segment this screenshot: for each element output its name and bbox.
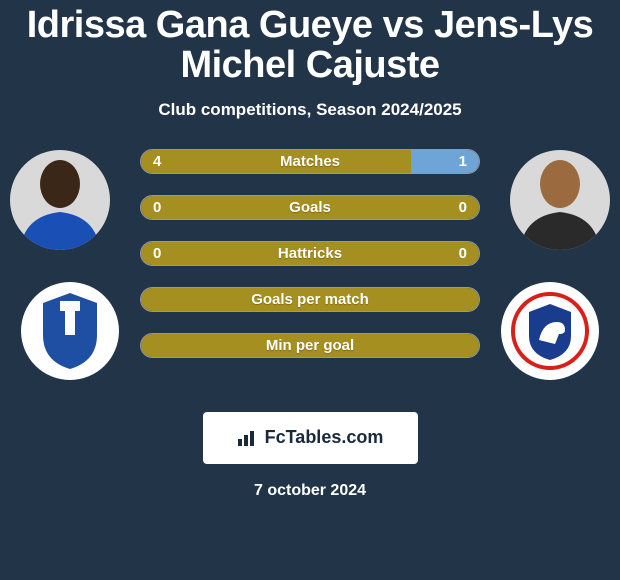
player-right-silhouette — [510, 150, 610, 250]
player-left-avatar — [10, 150, 110, 250]
stat-label: Min per goal — [141, 334, 479, 357]
date-text: 7 october 2024 — [0, 482, 620, 500]
player-right-avatar — [510, 150, 610, 250]
stat-label: Matches — [141, 150, 479, 173]
stat-row: Min per goal — [140, 333, 480, 358]
page-title: Idrissa Gana Gueye vs Jens-Lys Michel Ca… — [0, 0, 620, 86]
stat-row: Matches4 1 — [140, 149, 480, 174]
brand-text: FcTables.com — [265, 427, 384, 448]
subtitle: Club competitions, Season 2024/2025 — [0, 100, 620, 120]
brand-box: FcTables.com — [203, 412, 418, 464]
stat-row: Goals per match — [140, 287, 480, 312]
stat-bars: Matches41Goals00Hattricks00Goals per mat… — [140, 149, 480, 379]
club-right-crest-icon — [511, 292, 589, 370]
stat-row: Hattricks0 0 — [140, 241, 480, 266]
stat-value-right: 0 — [459, 242, 467, 265]
club-left-badge — [21, 282, 119, 380]
stat-label: Goals — [141, 196, 479, 219]
stat-value-right: 1 — [459, 150, 467, 173]
stat-value-right: 0 — [459, 196, 467, 219]
player-left-silhouette — [10, 150, 110, 250]
stat-value-left: 0 — [153, 242, 161, 265]
stat-value-left: 0 — [153, 196, 161, 219]
bar-chart-icon — [237, 429, 259, 447]
stat-row: Goals0 0 — [140, 195, 480, 220]
club-right-badge — [501, 282, 599, 380]
comparison-stage: Matches41Goals00Hattricks00Goals per mat… — [0, 150, 620, 400]
stat-label: Goals per match — [141, 288, 479, 311]
club-left-crest-icon — [35, 291, 105, 371]
stat-value-left: 4 — [153, 150, 161, 173]
stat-label: Hattricks — [141, 242, 479, 265]
